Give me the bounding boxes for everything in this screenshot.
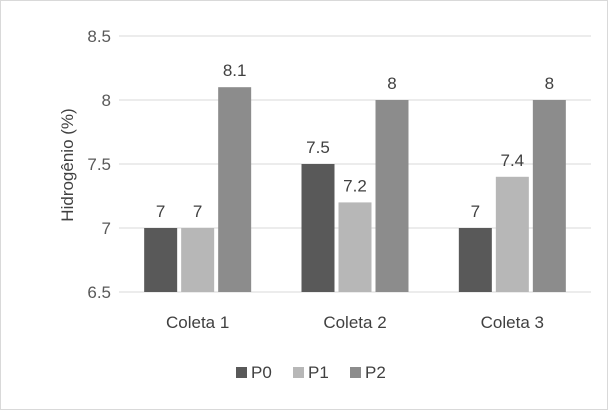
data-label: 8: [387, 74, 396, 93]
data-label: 7.4: [501, 151, 525, 170]
data-label: 7: [156, 202, 165, 221]
legend-label-p1: P1: [308, 363, 329, 382]
legend-label-p2: P2: [365, 363, 386, 382]
bar-p2-1: [218, 87, 252, 292]
y-axis-ticks: 6.5 7 7.5 8 8.5: [87, 27, 111, 302]
x-axis-ticks: Coleta 1 Coleta 2 Coleta 3: [166, 313, 544, 332]
data-label: 8.1: [223, 61, 247, 80]
bar-p0-2: [301, 164, 335, 292]
bars: [144, 87, 566, 292]
legend-swatch-p0: [236, 367, 247, 378]
y-tick-label: 6.5: [87, 283, 111, 302]
data-label: 7.5: [306, 138, 330, 157]
bar-p2-2: [375, 100, 409, 292]
bar-p0-1: [144, 228, 178, 292]
bar-p2-3: [532, 100, 566, 292]
bar-p1-3: [495, 176, 529, 292]
y-axis-title: Hidrogênio (%): [58, 108, 77, 221]
data-label: 7.2: [343, 176, 367, 195]
y-tick-label: 8: [102, 91, 111, 110]
legend-label-p0: P0: [251, 363, 272, 382]
legend-swatch-p2: [350, 367, 361, 378]
x-tick-label: Coleta 2: [323, 313, 386, 332]
x-tick-label: Coleta 1: [166, 313, 229, 332]
bar-p1-1: [181, 228, 215, 292]
y-tick-label: 7: [102, 219, 111, 238]
legend: P0 P1 P2: [236, 363, 386, 382]
y-tick-label: 7.5: [87, 155, 111, 174]
data-label: 7: [193, 202, 202, 221]
data-labels: 7 7 8.1 7.5 7.2 8 7 7.4 8: [156, 61, 554, 221]
bar-p1-2: [338, 202, 372, 292]
bar-p0-3: [458, 228, 492, 292]
y-tick-label: 8.5: [87, 27, 111, 46]
data-label: 7: [471, 202, 480, 221]
legend-swatch-p1: [293, 367, 304, 378]
x-tick-label: Coleta 3: [481, 313, 544, 332]
data-label: 8: [545, 74, 554, 93]
